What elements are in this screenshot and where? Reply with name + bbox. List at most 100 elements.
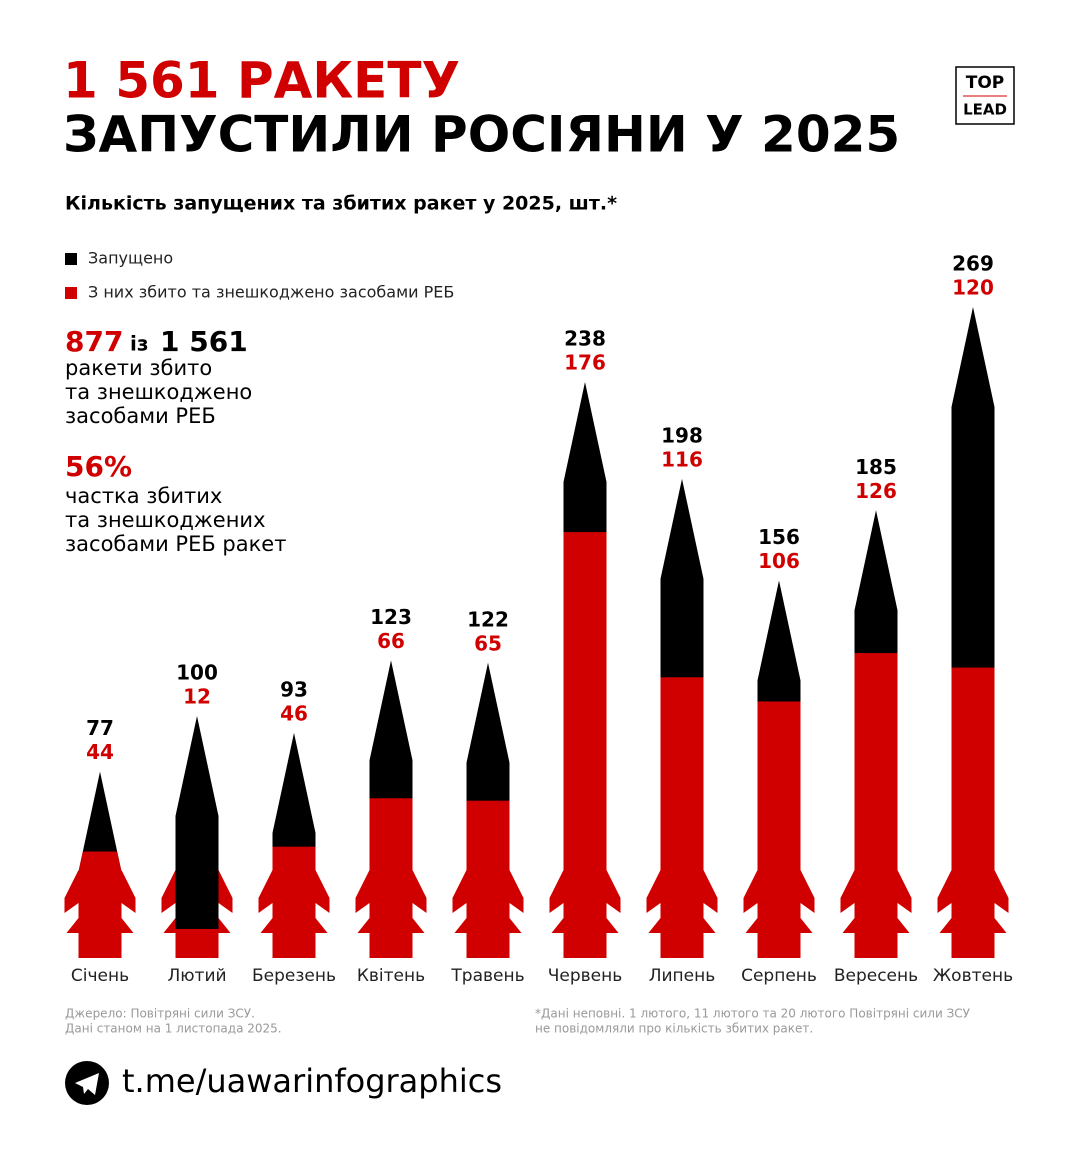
value-label: 65	[474, 631, 502, 655]
fin	[315, 870, 330, 913]
x-tick-label: Травень	[450, 966, 524, 986]
fin	[66, 918, 79, 933]
rocket-shot	[466, 800, 510, 958]
value-label: 126	[855, 479, 897, 503]
value-label: 123	[370, 605, 412, 629]
source: Дані станом на 1 листопада 2025.	[65, 1022, 282, 1036]
stat-number: 877	[65, 325, 123, 358]
fin	[745, 918, 758, 933]
fin	[121, 918, 134, 933]
value-label: 238	[564, 327, 606, 351]
legend-swatch	[65, 253, 77, 265]
value-label: 116	[661, 447, 703, 471]
title-line: ЗАПУСТИЛИ РОСІЯНИ У 2025	[63, 106, 900, 164]
fin	[163, 918, 176, 933]
fin	[64, 870, 79, 913]
value-label: 100	[176, 660, 218, 684]
stat-number: 1 561	[160, 325, 248, 358]
value-label: 77	[86, 716, 114, 740]
fin	[800, 918, 813, 933]
legend-swatch	[65, 287, 77, 299]
rocket-shot	[369, 798, 413, 958]
fin	[454, 918, 467, 933]
title-line: 1 561 РАКЕТУ	[63, 52, 460, 110]
logo-text: LEAD	[963, 101, 1007, 119]
stat-text: засобами РЕБ	[65, 404, 216, 428]
x-tick-label: Липень	[649, 966, 716, 986]
value-label: 120	[952, 276, 994, 300]
value-label: 122	[467, 607, 509, 631]
rocket-shot	[854, 653, 898, 958]
link[interactable]: t.me/uawarinfographics	[122, 1062, 502, 1100]
x-tick-label: Січень	[71, 966, 129, 986]
fin	[452, 870, 467, 913]
stat-text: частка збитих	[65, 484, 222, 508]
x-tick-label: Серпень	[741, 966, 817, 986]
fin	[840, 870, 855, 913]
fin	[357, 918, 370, 933]
value-label: 176	[564, 351, 606, 375]
fin	[121, 870, 136, 913]
fin	[842, 918, 855, 933]
legend-label: З них збито та знешкоджено засобами РЕБ	[88, 283, 454, 302]
subtitle: Кількість запущених та збитих ракет у 20…	[65, 193, 617, 215]
x-tick-label: Червень	[548, 966, 623, 986]
fin	[315, 918, 328, 933]
fin	[606, 870, 621, 913]
fin	[218, 918, 231, 933]
x-tick-label: Лютий	[167, 966, 226, 986]
stat-text: ракети збито	[65, 356, 212, 380]
note: не повідомляли про кількість збитих раке…	[535, 1022, 813, 1036]
fin	[260, 918, 273, 933]
fin	[258, 870, 273, 913]
value-label: 66	[377, 629, 405, 653]
fin	[509, 918, 522, 933]
value-label: 44	[86, 740, 114, 764]
x-tick-label: Квітень	[357, 966, 425, 986]
fin	[743, 870, 758, 913]
rocket-shot	[757, 701, 801, 958]
rocket-shot	[272, 846, 316, 958]
rocket-shot	[563, 532, 607, 958]
fin	[509, 870, 524, 913]
fin	[800, 870, 815, 913]
rocket-shot	[951, 667, 995, 958]
fin	[703, 918, 716, 933]
stat-text: засобами РЕБ ракет	[65, 532, 286, 556]
legend-label: Запущено	[88, 249, 173, 268]
value-label: 198	[661, 423, 703, 447]
rocket-launched	[175, 715, 219, 958]
value-label: 93	[280, 677, 308, 701]
value-label: 185	[855, 455, 897, 479]
x-tick-label: Жовтень	[933, 966, 1013, 986]
fin	[897, 918, 910, 933]
fin	[994, 918, 1007, 933]
source: Джерело: Повітряні сили ЗСУ.	[65, 1007, 255, 1021]
logo-text: TOP	[966, 73, 1005, 93]
note: *Дані неповні. 1 лютого, 11 лютого та 20…	[535, 1007, 971, 1021]
stat-number: 56%	[65, 450, 132, 483]
fin	[161, 870, 176, 913]
x-tick-label: Вересень	[834, 966, 918, 986]
fin	[937, 870, 952, 913]
rocket-shot	[78, 851, 122, 958]
logo-box	[955, 66, 1015, 125]
fin	[939, 918, 952, 933]
stat-of: із	[130, 332, 148, 356]
value-label: 156	[758, 525, 800, 549]
fin	[648, 918, 661, 933]
fin	[412, 918, 425, 933]
fin	[897, 870, 912, 913]
x-tick-label: Березень	[252, 966, 336, 986]
fin	[551, 918, 564, 933]
value-label: 269	[952, 252, 994, 276]
fin	[355, 870, 370, 913]
fin	[994, 870, 1009, 913]
rocket-shot	[175, 928, 219, 958]
value-label: 12	[183, 684, 211, 708]
fin	[606, 918, 619, 933]
fin	[218, 870, 233, 913]
value-label: 106	[758, 549, 800, 573]
rocket-shot	[660, 677, 704, 958]
